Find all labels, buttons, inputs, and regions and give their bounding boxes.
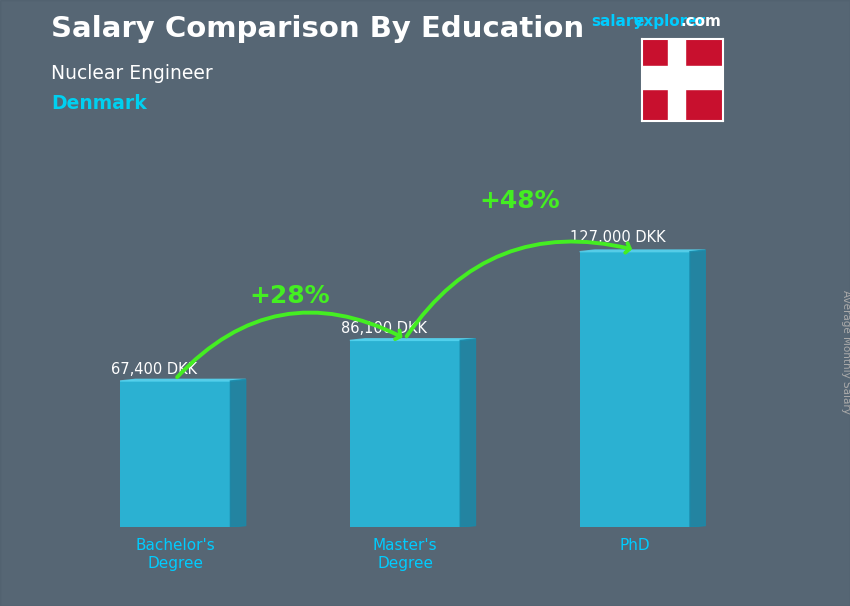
Text: salary: salary <box>591 14 643 29</box>
Polygon shape <box>120 379 246 381</box>
Bar <box>642 65 722 89</box>
Polygon shape <box>580 250 706 251</box>
Text: 127,000 DKK: 127,000 DKK <box>570 230 666 245</box>
Text: +48%: +48% <box>479 188 560 213</box>
Text: 67,400 DKK: 67,400 DKK <box>110 362 197 378</box>
Polygon shape <box>460 339 475 527</box>
Bar <box>580 251 690 527</box>
Polygon shape <box>230 379 246 527</box>
Text: Salary Comparison By Education: Salary Comparison By Education <box>51 15 584 43</box>
Text: Average Monthly Salary: Average Monthly Salary <box>841 290 850 413</box>
Bar <box>668 39 685 121</box>
Text: +28%: +28% <box>250 284 331 308</box>
Text: 86,100 DKK: 86,100 DKK <box>341 321 427 336</box>
Bar <box>350 341 460 527</box>
Bar <box>120 381 230 527</box>
Polygon shape <box>350 339 475 341</box>
Text: explorer: explorer <box>633 14 706 29</box>
Text: Nuclear Engineer: Nuclear Engineer <box>51 64 212 82</box>
Text: Denmark: Denmark <box>51 94 147 113</box>
Polygon shape <box>690 250 706 527</box>
Text: .com: .com <box>680 14 721 29</box>
